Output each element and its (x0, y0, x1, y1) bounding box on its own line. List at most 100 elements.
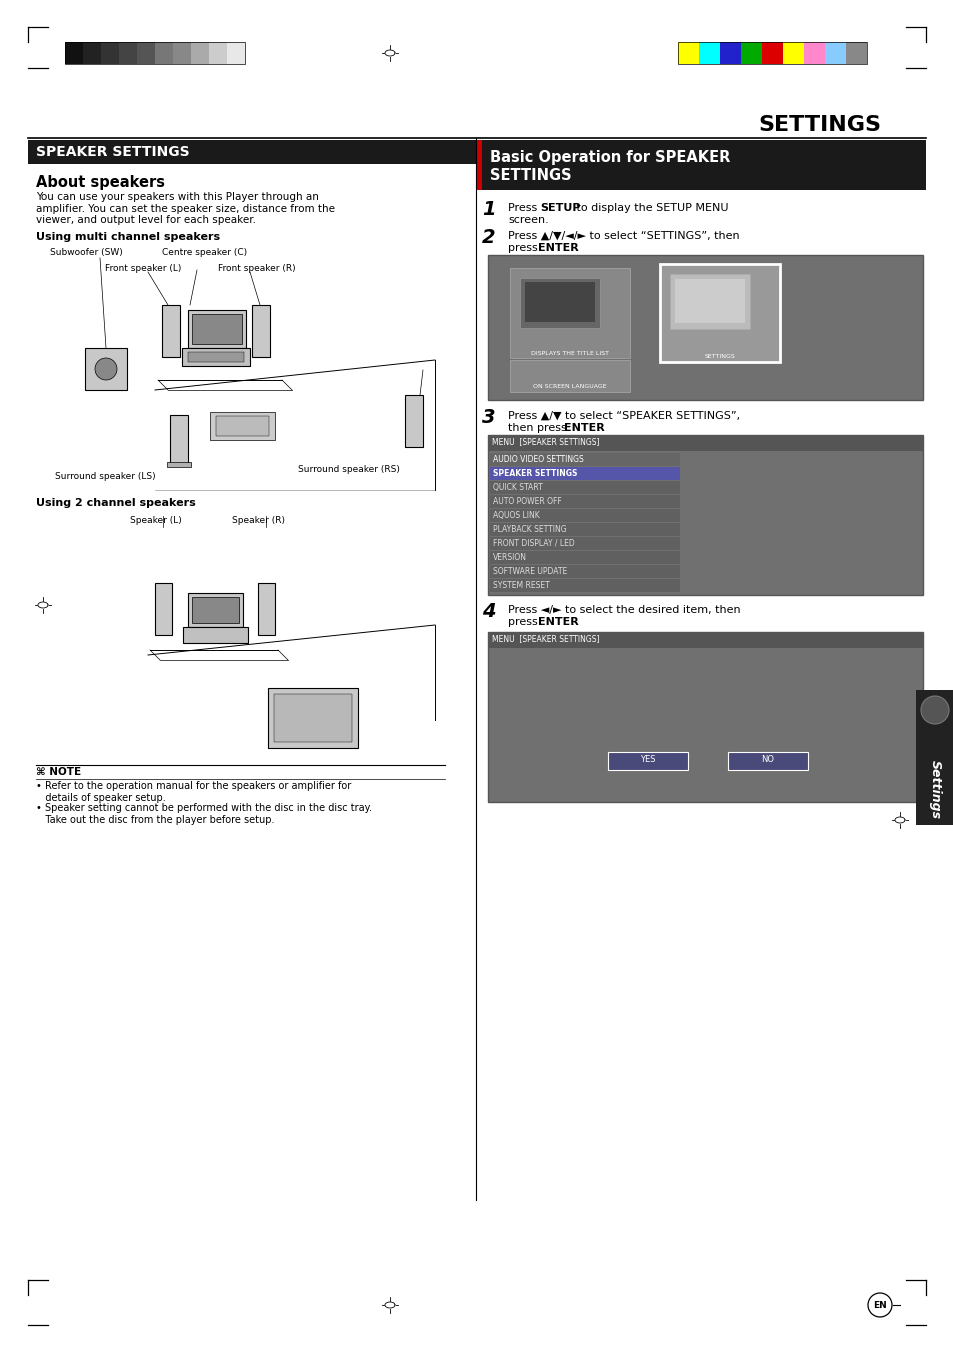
Text: .: . (571, 617, 574, 627)
Text: ENTER: ENTER (537, 617, 578, 627)
Bar (192, 314, 242, 343)
Text: DISPLAYS THE TITLE LIST: DISPLAYS THE TITLE LIST (531, 352, 608, 356)
Bar (782, 42, 803, 64)
Text: SETUP: SETUP (539, 203, 579, 214)
Bar (740, 42, 761, 64)
Text: Press ▲/▼/◄/► to select “SETTINGS”, then: Press ▲/▼/◄/► to select “SETTINGS”, then (507, 231, 739, 241)
Bar (490, 523, 679, 535)
Text: FRONT DISPLAY / LED: FRONT DISPLAY / LED (493, 539, 574, 548)
Bar (85, 347, 127, 389)
Text: ON SCREEN LANGUAGE: ON SCREEN LANGUAGE (533, 384, 606, 389)
Text: PLAYBACK SETTING: PLAYBACK SETTING (493, 525, 566, 534)
Text: 2: 2 (481, 228, 496, 247)
Text: Front speaker (R): Front speaker (R) (218, 264, 295, 273)
Bar (845, 42, 866, 64)
Text: Using 2 channel speakers: Using 2 channel speakers (36, 498, 195, 508)
Bar (252, 306, 270, 357)
Bar (137, 42, 154, 64)
Bar (28, 141, 476, 164)
Text: Settings: Settings (927, 760, 941, 819)
Text: to display the SETUP MENU: to display the SETUP MENU (573, 203, 728, 214)
Text: .: . (569, 243, 573, 253)
Bar (167, 462, 191, 466)
Text: AUDIO VIDEO SETTINGS: AUDIO VIDEO SETTINGS (493, 456, 583, 464)
Bar (188, 594, 243, 627)
Text: YES: YES (639, 754, 655, 764)
Text: SPEAKER SETTINGS: SPEAKER SETTINGS (493, 469, 577, 479)
Bar (209, 42, 227, 64)
Text: EN: EN (872, 1301, 886, 1310)
Bar (154, 583, 172, 635)
Bar (488, 256, 923, 400)
Bar (607, 752, 687, 771)
Bar (191, 42, 209, 64)
Bar (227, 42, 245, 64)
Bar (488, 631, 923, 802)
Bar (172, 42, 191, 64)
Text: MENU  [SPEAKER SETTINGS]: MENU [SPEAKER SETTINGS] (492, 437, 598, 446)
Bar (659, 264, 780, 362)
Text: SETTINGS: SETTINGS (704, 354, 735, 360)
Bar (490, 453, 679, 466)
Text: About speakers: About speakers (36, 174, 165, 191)
Bar (119, 42, 137, 64)
Bar (405, 395, 422, 448)
Text: then press: then press (507, 423, 570, 433)
Text: 3: 3 (481, 408, 496, 427)
Text: Press ▲/▼ to select “SPEAKER SETTINGS”,: Press ▲/▼ to select “SPEAKER SETTINGS”, (507, 411, 740, 420)
Bar (915, 690, 953, 825)
Text: • Refer to the operation manual for the speakers or amplifier for
   details of : • Refer to the operation manual for the … (36, 781, 351, 803)
Text: Basic Operation for SPEAKER: Basic Operation for SPEAKER (490, 150, 730, 165)
Bar (188, 310, 246, 347)
Bar (182, 347, 250, 366)
Bar (490, 552, 679, 564)
Bar (510, 360, 629, 392)
Text: Centre speaker (C): Centre speaker (C) (162, 247, 247, 257)
Bar (727, 752, 807, 771)
Text: SOFTWARE UPDATE: SOFTWARE UPDATE (493, 566, 567, 576)
Text: Subwoofer (SW): Subwoofer (SW) (50, 247, 123, 257)
Bar (268, 688, 357, 748)
Bar (170, 415, 188, 462)
Bar (188, 352, 244, 362)
Text: 4: 4 (481, 602, 496, 621)
Text: AUTO POWER OFF: AUTO POWER OFF (493, 498, 561, 506)
Bar (488, 435, 923, 452)
Bar (490, 537, 679, 550)
Text: Press ◄/► to select the desired item, then: Press ◄/► to select the desired item, th… (507, 604, 740, 615)
Bar (524, 283, 595, 322)
Bar (803, 42, 824, 64)
Bar (490, 495, 679, 508)
Bar (488, 631, 923, 648)
Bar (488, 435, 923, 595)
Bar (101, 42, 119, 64)
Text: QUICK START: QUICK START (493, 483, 542, 492)
Bar (761, 42, 782, 64)
Text: • Speaker setting cannot be performed with the disc in the disc tray.
   Take ou: • Speaker setting cannot be performed wi… (36, 803, 372, 825)
Bar (490, 579, 679, 592)
Bar (490, 481, 679, 493)
Text: NO: NO (760, 754, 774, 764)
Text: ⌘ NOTE: ⌘ NOTE (36, 767, 81, 777)
Bar (210, 412, 274, 439)
Text: Front speaker (L): Front speaker (L) (105, 264, 181, 273)
Bar (720, 42, 740, 64)
Bar (274, 694, 352, 742)
Text: SETTINGS: SETTINGS (758, 115, 881, 135)
Bar (675, 279, 744, 323)
Text: press: press (507, 243, 540, 253)
Text: Press: Press (507, 203, 540, 214)
Bar (669, 274, 749, 329)
Bar (476, 141, 481, 191)
Text: Speaker (R): Speaker (R) (232, 516, 285, 525)
Bar (154, 42, 172, 64)
Text: screen.: screen. (507, 215, 548, 224)
Bar (490, 565, 679, 579)
Text: MENU  [SPEAKER SETTINGS]: MENU [SPEAKER SETTINGS] (492, 634, 598, 644)
Bar (678, 42, 866, 64)
Bar (699, 42, 720, 64)
Text: Surround speaker (RS): Surround speaker (RS) (297, 465, 399, 475)
Bar (162, 306, 180, 357)
Bar (519, 279, 599, 329)
Bar (65, 42, 83, 64)
